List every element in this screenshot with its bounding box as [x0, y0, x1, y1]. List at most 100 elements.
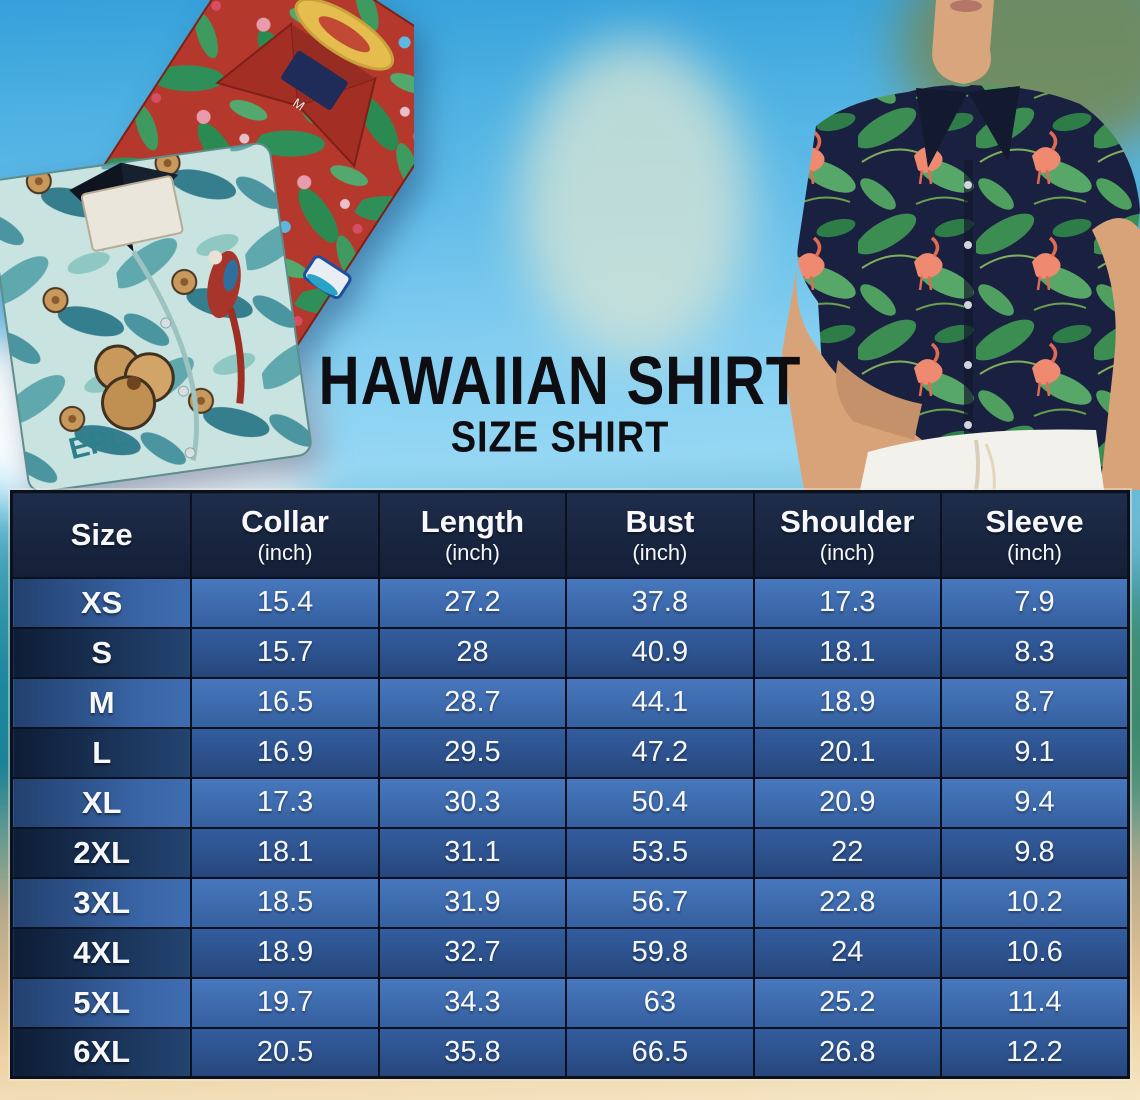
value-cell: 18.9 [190, 926, 380, 979]
size-row-s: S 15.7 28 40.9 18.1 8.3 [10, 626, 1130, 679]
value-cell: 40.9 [565, 626, 755, 679]
size-row-6xl: 6XL 20.5 35.8 66.5 26.8 12.2 [10, 1026, 1130, 1079]
value-cell: 17.3 [190, 776, 380, 829]
value-cell: 34.3 [377, 976, 568, 1029]
value-cell: 15.4 [190, 576, 380, 629]
column-label: Bust [625, 503, 695, 539]
value-cell: 59.8 [565, 926, 755, 979]
value-cell: 22.8 [752, 876, 943, 929]
size-row-xs: XS 15.4 27.2 37.8 17.3 7.9 [10, 576, 1130, 629]
value-cell: 37.8 [565, 576, 755, 629]
value-cell: 9.8 [940, 826, 1130, 879]
size-cell: S [10, 626, 193, 679]
column-header-size: Size [10, 490, 193, 579]
value-cell: 18.5 [190, 876, 380, 929]
value-cell: 26.8 [752, 1026, 943, 1079]
palm-blur-pale [520, 40, 750, 360]
value-cell: 12.2 [940, 1026, 1130, 1079]
model-right-arm [1092, 218, 1140, 490]
man-wearing-flamingo-hawaiian-shirt-photo [782, 0, 1140, 490]
column-label: Length [420, 503, 525, 539]
parrot-print [207, 250, 245, 404]
value-cell: 50.4 [565, 776, 755, 829]
value-cell: 11.4 [940, 976, 1130, 1029]
value-cell: 63 [565, 976, 755, 1029]
value-cell: 9.4 [940, 776, 1130, 829]
column-unit: (inch) [819, 539, 875, 565]
value-cell: 18.1 [190, 826, 380, 879]
size-row-l: L 16.9 29.5 47.2 20.1 9.1 [10, 726, 1130, 779]
value-cell: 25.2 [752, 976, 943, 1029]
value-cell: 17.3 [752, 576, 943, 629]
column-unit: (inch) [632, 539, 688, 565]
folded-hawaiian-shirts-photo: M [0, 0, 414, 493]
column-header-sleeve: Sleeve (inch) [940, 490, 1130, 579]
column-label: Sleeve [985, 503, 1084, 539]
column-unit: (inch) [257, 539, 313, 565]
size-cell: 2XL [10, 826, 193, 879]
size-cell: 3XL [10, 876, 193, 929]
value-cell: 16.9 [190, 726, 380, 779]
neck-tag [281, 50, 348, 110]
size-row-2xl: 2XL 18.1 31.1 53.5 22 9.8 [10, 826, 1130, 879]
value-cell: 56.7 [565, 876, 755, 929]
column-header-collar: Collar (inch) [190, 490, 380, 579]
value-cell: 29.5 [377, 726, 568, 779]
value-cell: 8.7 [940, 676, 1130, 729]
value-cell: 15.7 [190, 626, 380, 679]
value-cell: 44.1 [565, 676, 755, 729]
value-cell: 20.9 [752, 776, 943, 829]
size-cell: L [10, 726, 193, 779]
size-cell: 4XL [10, 926, 193, 979]
column-header-length: Length (inch) [377, 490, 568, 579]
value-cell: 22 [752, 826, 943, 879]
column-unit: (inch) [1007, 539, 1063, 565]
value-cell: 53.5 [565, 826, 755, 879]
value-cell: 18.1 [752, 626, 943, 679]
column-header-bust: Bust (inch) [565, 490, 755, 579]
size-row-3xl: 3XL 18.5 31.9 56.7 22.8 10.2 [10, 876, 1130, 929]
page-title: HAWAIIAN SHIRT [318, 342, 802, 419]
value-cell: 32.7 [377, 926, 568, 979]
page-subtitle: SIZE SHIRT [450, 412, 670, 462]
value-cell: 31.1 [377, 826, 568, 879]
value-cell: 27.2 [377, 576, 568, 629]
size-row-5xl: 5XL 19.7 34.3 63 25.2 11.4 [10, 976, 1130, 1029]
model-pants [860, 429, 1104, 490]
column-label: Collar [241, 503, 329, 539]
size-table-head: Size Collar (inch) Length (inch) Bust (inch) Sh… [10, 490, 1130, 579]
column-label: Size [70, 516, 133, 552]
size-table-header-row: Size Collar (inch) Length (inch) Bust (inch) Sh… [10, 490, 1130, 579]
chest-pocket-label [80, 175, 184, 252]
value-cell: 8.3 [940, 626, 1130, 679]
column-header-shoulder: Shoulder (inch) [752, 490, 943, 579]
teal-hawaiian-shirt: EPL [0, 142, 312, 493]
value-cell: 9.1 [940, 726, 1130, 779]
size-cell: XS [10, 576, 193, 629]
size-table-body: XS 15.4 27.2 37.8 17.3 7.9 S 15.7 28 40.9 18.1 8.3 M… [10, 576, 1130, 1079]
column-unit: (inch) [444, 539, 500, 565]
value-cell: 16.5 [190, 676, 380, 729]
value-cell: 10.2 [940, 876, 1130, 929]
value-cell: 66.5 [565, 1026, 755, 1079]
value-cell: 7.9 [940, 576, 1130, 629]
value-cell: 24 [752, 926, 943, 979]
value-cell: 20.1 [752, 726, 943, 779]
title-block: HAWAIIAN SHIRT SIZE SHIRT [230, 342, 890, 460]
size-row-m: M 16.5 28.7 44.1 18.9 8.7 [10, 676, 1130, 729]
value-cell: 19.7 [190, 976, 380, 1029]
value-cell: 30.3 [377, 776, 568, 829]
value-cell: 35.8 [377, 1026, 568, 1079]
value-cell: 18.9 [752, 676, 943, 729]
value-cell: 28.7 [377, 676, 568, 729]
model-neck [932, 0, 994, 84]
size-cell: 5XL [10, 976, 193, 1029]
size-cell: 6XL [10, 1026, 193, 1079]
size-cell: XL [10, 776, 193, 829]
value-cell: 31.9 [377, 876, 568, 929]
size-row-4xl: 4XL 18.9 32.7 59.8 24 10.6 [10, 926, 1130, 979]
hibiscus-print [94, 344, 175, 431]
size-chart-table: Size Collar (inch) Length (inch) Bust (inch) Sh… [10, 490, 1130, 1079]
value-cell: 20.5 [190, 1026, 380, 1079]
